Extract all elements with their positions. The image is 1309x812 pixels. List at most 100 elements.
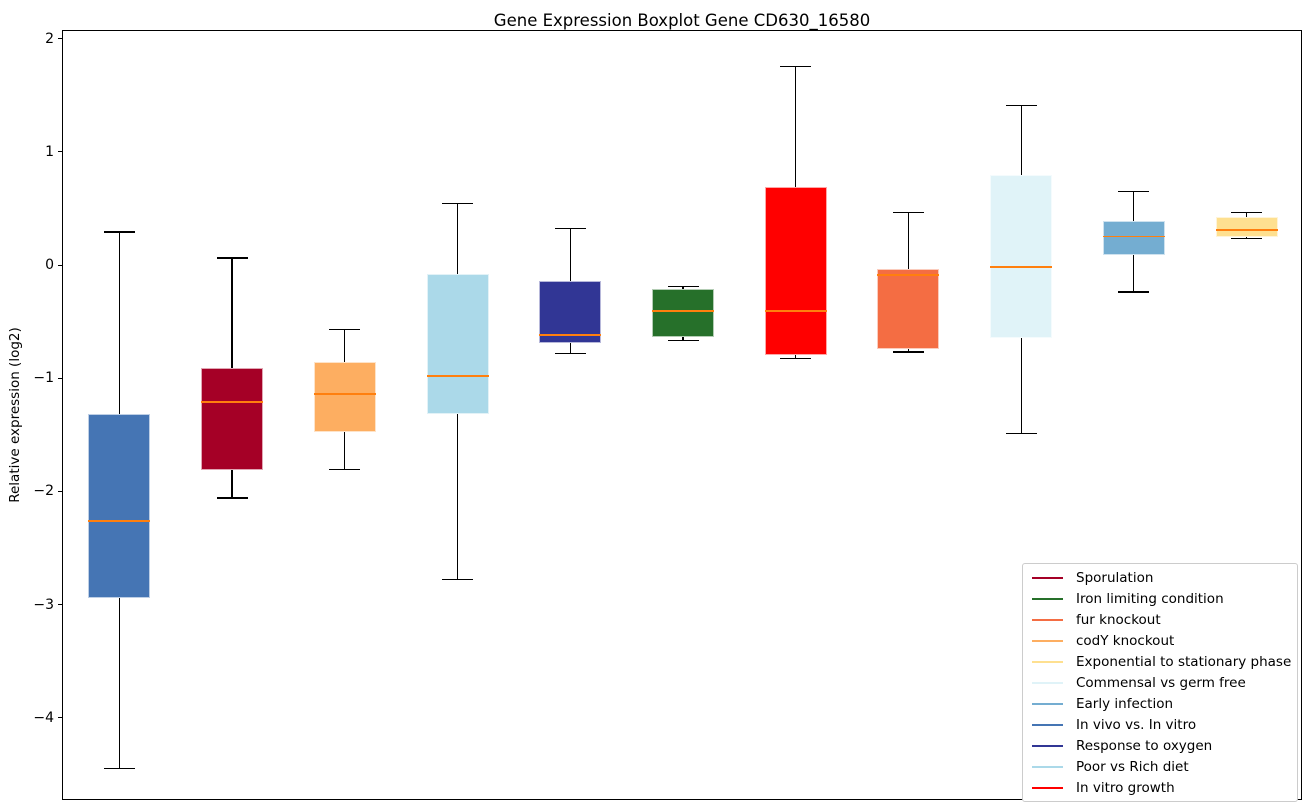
- whisker-lower: [569, 342, 571, 354]
- legend-swatch: [1032, 597, 1063, 600]
- legend-label: In vivo vs. In vitro: [1076, 716, 1197, 733]
- whisker-cap-upper: [667, 285, 699, 287]
- legend-swatch: [1032, 576, 1063, 579]
- whisker-cap-lower: [216, 497, 248, 499]
- legend-item-in-vivo-vs-in-vitro: In vivo vs. In vitro: [1023, 714, 1297, 735]
- whisker-cap-upper: [780, 66, 812, 68]
- legend-swatch: [1032, 723, 1063, 726]
- whisker-cap-lower: [103, 768, 135, 770]
- whisker-lower: [682, 337, 684, 341]
- whisker-cap-upper: [554, 228, 586, 230]
- box: [88, 414, 151, 598]
- whisker-upper: [569, 228, 571, 281]
- median-line: [539, 334, 602, 336]
- whisker-upper: [344, 329, 346, 363]
- legend-label: Commensal vs germ free: [1076, 674, 1246, 691]
- legend-label: fur knockout: [1076, 611, 1161, 628]
- whisker-upper: [795, 66, 797, 187]
- whisker-lower: [231, 469, 233, 499]
- legend-item-poor-vs-rich-diet: Poor vs Rich diet: [1023, 756, 1297, 777]
- y-tick-label: −4: [33, 709, 54, 726]
- whisker-lower: [344, 432, 346, 470]
- legend-swatch: [1032, 681, 1063, 684]
- legend-swatch: [1032, 744, 1063, 747]
- median-line: [1215, 228, 1278, 231]
- whisker-cap-upper: [329, 328, 361, 330]
- box: [764, 186, 827, 356]
- chart-title: Gene Expression Boxplot Gene CD630_16580: [493, 11, 871, 30]
- y-tick-mark: [58, 604, 62, 606]
- whisker-cap-lower: [442, 578, 474, 581]
- whisker-upper: [456, 203, 459, 274]
- legend-item-in-vitro-growth: In vitro growth: [1023, 777, 1297, 798]
- y-axis-label: Relative expression (log2): [7, 327, 23, 503]
- y-tick-mark: [58, 490, 62, 492]
- whisker-cap-upper: [216, 257, 248, 259]
- box: [201, 367, 264, 470]
- legend-label: codY knockout: [1076, 632, 1175, 649]
- legend-item-early-infection: Early infection: [1023, 693, 1297, 714]
- legend-item-sporulation: Sporulation: [1023, 567, 1297, 588]
- whisker-cap-lower: [892, 351, 924, 353]
- legend-item-commensal-vs-germ-free: Commensal vs germ free: [1023, 672, 1297, 693]
- box: [426, 273, 489, 415]
- whisker-upper: [231, 258, 233, 368]
- box: [990, 175, 1053, 339]
- legend-item-response-to-oxygen: Response to oxygen: [1023, 735, 1297, 756]
- whisker-upper: [1246, 212, 1248, 218]
- median-line: [764, 310, 827, 313]
- median-line: [1102, 235, 1165, 238]
- whisker-cap-lower: [1231, 238, 1263, 240]
- y-tick-mark: [58, 717, 62, 719]
- whisker-lower: [456, 414, 459, 580]
- legend-label: Exponential to stationary phase: [1076, 653, 1292, 670]
- box: [313, 362, 376, 433]
- median-line: [88, 519, 151, 522]
- whisker-cap-lower: [554, 352, 586, 354]
- y-tick-label: 2: [45, 30, 54, 47]
- box: [877, 269, 940, 349]
- box: [1102, 220, 1165, 255]
- whisker-lower: [1246, 236, 1248, 239]
- legend-swatch: [1032, 786, 1063, 789]
- legend-item-fur-knockout: fur knockout: [1023, 609, 1297, 630]
- median-line: [877, 274, 940, 276]
- y-tick-label: 1: [45, 143, 54, 160]
- legend-label: Iron limiting condition: [1076, 590, 1224, 607]
- legend-item-iron-limiting-condition: Iron limiting condition: [1023, 588, 1297, 609]
- legend-label: Response to oxygen: [1076, 737, 1213, 754]
- legend-label: Early infection: [1076, 695, 1174, 712]
- median-line: [313, 393, 376, 395]
- y-tick-label: −2: [33, 483, 54, 500]
- legend-item-cody-knockout: codY knockout: [1023, 630, 1297, 651]
- y-tick-mark: [58, 264, 62, 266]
- y-tick-mark: [58, 38, 62, 40]
- legend-swatch: [1032, 639, 1063, 642]
- box: [539, 280, 602, 343]
- whisker-lower: [1020, 338, 1022, 434]
- legend-swatch: [1032, 618, 1063, 621]
- whisker-lower: [118, 597, 120, 769]
- box: [1215, 217, 1278, 237]
- whisker-lower: [795, 355, 797, 359]
- whisker-cap-lower: [667, 340, 699, 342]
- legend: Sporulation Iron limiting condition fur kn…: [1022, 563, 1298, 802]
- whisker-upper: [1133, 191, 1135, 221]
- whisker-upper: [1020, 105, 1022, 176]
- median-line: [201, 400, 264, 403]
- plot-area: Sporulation Iron limiting condition fur kn…: [62, 30, 1302, 802]
- legend-swatch: [1032, 702, 1063, 705]
- y-tick-mark: [58, 151, 62, 153]
- whisker-cap-upper: [892, 212, 924, 214]
- y-tick-mark: [58, 377, 62, 379]
- whisker-cap-lower: [1005, 432, 1037, 435]
- whisker-cap-upper: [1005, 104, 1037, 106]
- legend-label: Poor vs Rich diet: [1076, 758, 1189, 775]
- whisker-cap-upper: [1118, 190, 1150, 192]
- whisker-upper: [907, 212, 910, 270]
- median-line: [426, 374, 489, 377]
- legend-label: Sporulation: [1076, 569, 1154, 586]
- legend-swatch: [1032, 660, 1063, 663]
- legend-swatch: [1032, 765, 1063, 768]
